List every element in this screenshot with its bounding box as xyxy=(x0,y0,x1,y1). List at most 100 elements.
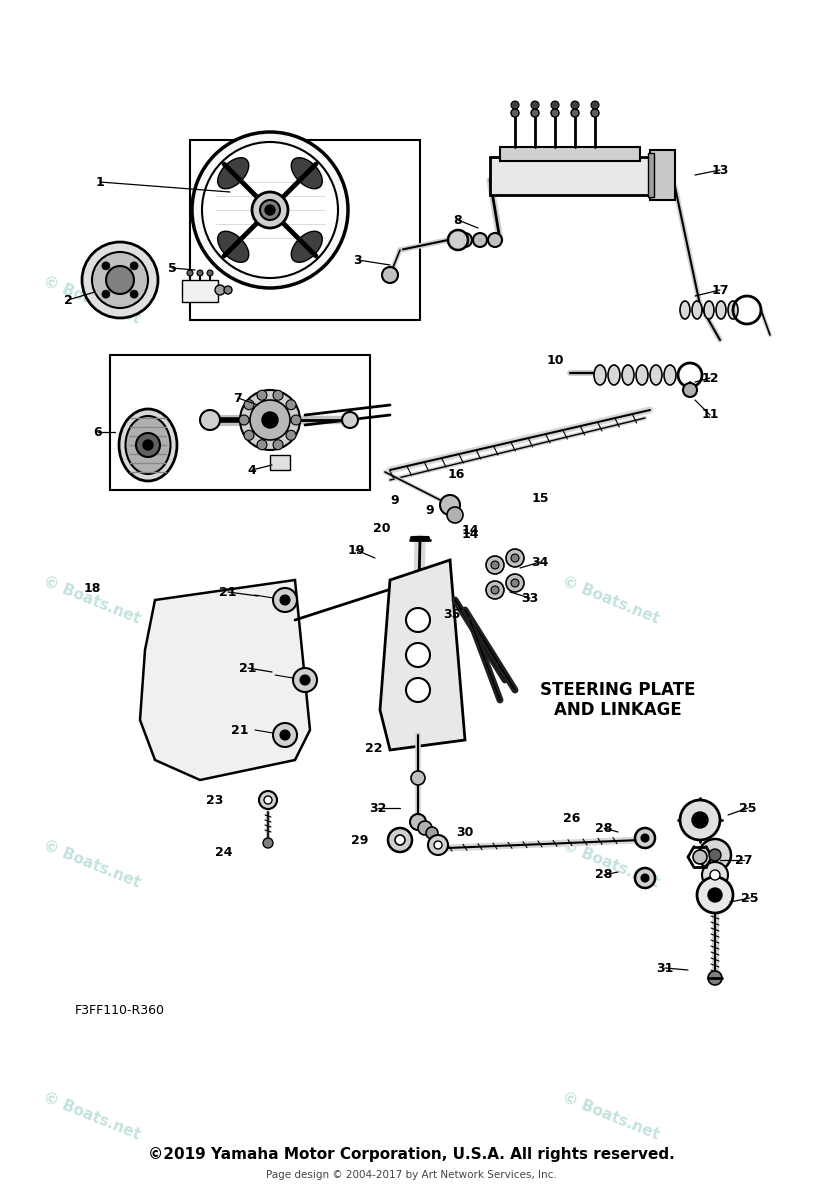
Circle shape xyxy=(202,142,338,278)
Circle shape xyxy=(428,835,448,854)
Circle shape xyxy=(641,834,649,842)
Circle shape xyxy=(273,588,297,612)
Text: 29: 29 xyxy=(351,834,369,846)
Circle shape xyxy=(395,835,405,845)
Ellipse shape xyxy=(125,416,170,474)
Text: 7: 7 xyxy=(234,391,243,404)
Circle shape xyxy=(406,608,430,632)
Circle shape xyxy=(710,870,720,880)
Text: 22: 22 xyxy=(365,742,383,755)
Text: 11: 11 xyxy=(701,408,718,421)
Ellipse shape xyxy=(636,365,648,385)
Ellipse shape xyxy=(218,232,249,263)
Text: © Boats.net: © Boats.net xyxy=(41,838,142,890)
Ellipse shape xyxy=(664,365,676,385)
Text: AND LINKAGE: AND LINKAGE xyxy=(554,701,682,719)
Circle shape xyxy=(434,841,442,850)
Circle shape xyxy=(252,192,288,228)
Bar xyxy=(648,152,654,197)
Circle shape xyxy=(240,390,300,450)
Text: 2: 2 xyxy=(63,294,72,306)
Circle shape xyxy=(136,433,160,457)
Ellipse shape xyxy=(608,365,620,385)
Circle shape xyxy=(143,440,153,450)
Polygon shape xyxy=(380,560,465,750)
Circle shape xyxy=(280,595,290,605)
Circle shape xyxy=(263,838,273,848)
Text: 21: 21 xyxy=(231,724,249,737)
Circle shape xyxy=(410,814,426,830)
Circle shape xyxy=(388,828,412,852)
Circle shape xyxy=(291,415,301,425)
Circle shape xyxy=(257,439,267,450)
Ellipse shape xyxy=(291,232,323,263)
Circle shape xyxy=(200,410,220,430)
Text: 19: 19 xyxy=(347,544,365,557)
Text: 13: 13 xyxy=(711,163,728,176)
Ellipse shape xyxy=(728,301,738,319)
Circle shape xyxy=(239,415,249,425)
Ellipse shape xyxy=(291,157,323,188)
Circle shape xyxy=(215,284,225,295)
Circle shape xyxy=(187,270,193,276)
Circle shape xyxy=(265,205,275,215)
Ellipse shape xyxy=(594,365,606,385)
Circle shape xyxy=(571,101,579,109)
Circle shape xyxy=(192,132,348,288)
Circle shape xyxy=(273,439,283,450)
Circle shape xyxy=(260,200,280,220)
Bar xyxy=(490,157,650,194)
Ellipse shape xyxy=(692,301,702,319)
Circle shape xyxy=(286,431,296,440)
Circle shape xyxy=(699,839,731,871)
Circle shape xyxy=(197,270,203,276)
Bar xyxy=(500,146,640,161)
Ellipse shape xyxy=(716,301,726,319)
Circle shape xyxy=(511,578,519,587)
Text: 32: 32 xyxy=(370,802,387,815)
Circle shape xyxy=(591,109,599,116)
Text: 18: 18 xyxy=(83,582,100,594)
Text: 6: 6 xyxy=(94,426,102,438)
Circle shape xyxy=(244,400,254,409)
Circle shape xyxy=(406,643,430,667)
Ellipse shape xyxy=(704,301,714,319)
Circle shape xyxy=(280,730,290,740)
Circle shape xyxy=(406,678,430,702)
Text: © Boats.net: © Boats.net xyxy=(560,574,661,626)
Polygon shape xyxy=(140,580,310,780)
Text: 9: 9 xyxy=(391,493,399,506)
Ellipse shape xyxy=(680,301,690,319)
Circle shape xyxy=(207,270,213,276)
Circle shape xyxy=(571,109,579,116)
Text: 35: 35 xyxy=(444,608,461,622)
Circle shape xyxy=(486,556,504,574)
Text: 31: 31 xyxy=(656,961,674,974)
Text: 33: 33 xyxy=(522,592,538,605)
Circle shape xyxy=(708,971,722,985)
Text: ©2019 Yamaha Motor Corporation, U.S.A. All rights reserved.: ©2019 Yamaha Motor Corporation, U.S.A. A… xyxy=(147,1147,674,1163)
Text: 25: 25 xyxy=(742,892,759,905)
Text: F3FF110-R360: F3FF110-R360 xyxy=(75,1003,165,1016)
Text: 23: 23 xyxy=(207,793,224,806)
Bar xyxy=(182,280,218,302)
Text: 30: 30 xyxy=(456,826,474,839)
Text: © Boats.net: © Boats.net xyxy=(41,1090,142,1142)
Circle shape xyxy=(259,791,277,809)
Circle shape xyxy=(224,286,232,294)
Circle shape xyxy=(102,290,109,298)
Circle shape xyxy=(511,101,519,109)
Text: 21: 21 xyxy=(239,661,257,674)
Circle shape xyxy=(531,109,539,116)
Text: 8: 8 xyxy=(453,214,463,227)
Ellipse shape xyxy=(119,409,177,481)
Circle shape xyxy=(697,877,733,913)
Ellipse shape xyxy=(650,365,662,385)
Circle shape xyxy=(491,560,499,569)
Circle shape xyxy=(92,252,148,308)
Text: 14: 14 xyxy=(461,528,479,541)
Circle shape xyxy=(551,109,559,116)
Text: 12: 12 xyxy=(701,372,718,384)
Bar xyxy=(270,455,290,470)
Text: STEERING PLATE: STEERING PLATE xyxy=(540,680,695,698)
